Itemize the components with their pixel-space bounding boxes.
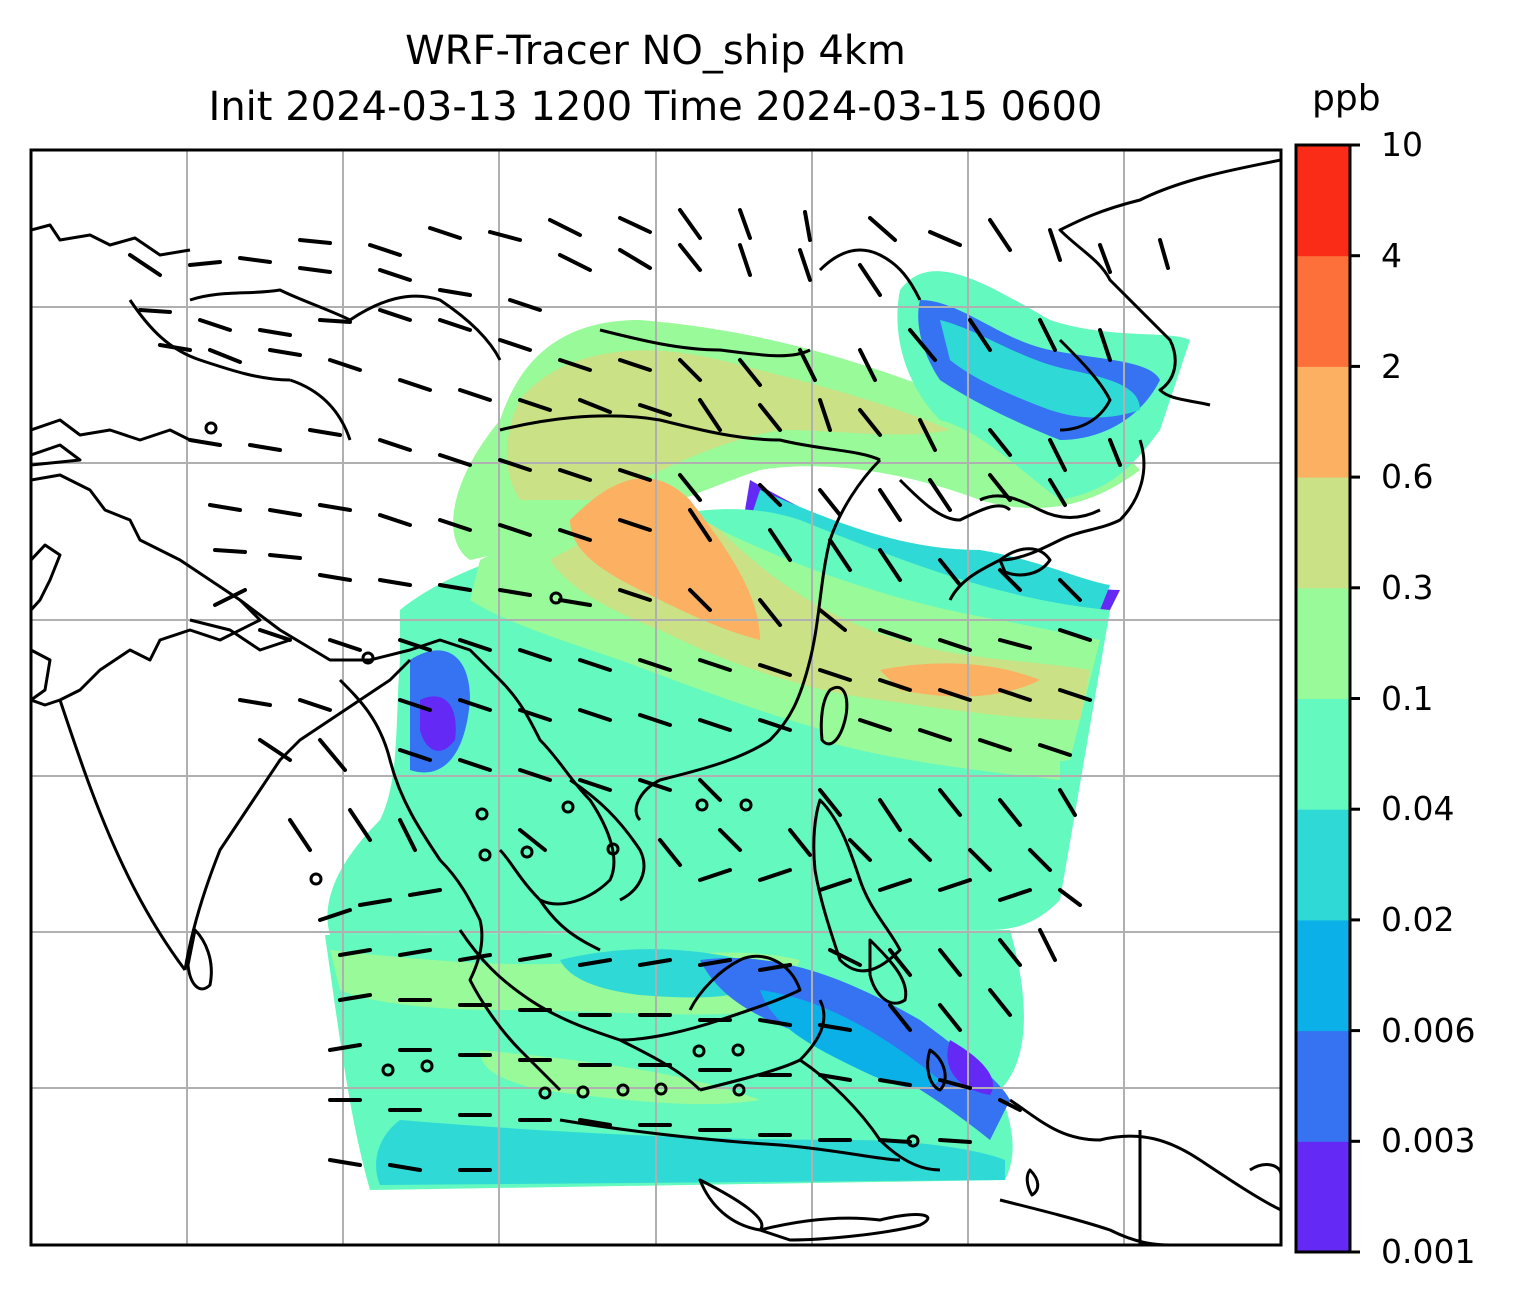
colorbar-bin (1296, 1030, 1350, 1142)
colorbar-tick-label: 0.001 (1381, 1232, 1476, 1271)
colorbar-tick-label: 0.04 (1381, 789, 1455, 828)
colorbar-bin (1296, 145, 1350, 257)
colorbar-tick-label: 10 (1381, 125, 1423, 164)
colorbar-bin (1296, 255, 1350, 367)
wind-barbs (128, 208, 1170, 1172)
colorbar-tick-label: 2 (1381, 347, 1402, 386)
colorbar-tick-label: 0.1 (1381, 679, 1434, 718)
colorbar-bin (1296, 698, 1350, 810)
colorbar-unit-label: ppb (1312, 78, 1381, 119)
colorbar-tick-label: 0.3 (1381, 568, 1434, 607)
colorbar-tick-label: 4 (1381, 236, 1402, 275)
chart-title-line2: Init 2024-03-13 1200 Time 2024-03-15 060… (208, 84, 1103, 130)
colorbar-bin (1296, 587, 1350, 699)
tracer-concentration-field (325, 271, 1190, 1190)
colorbar-bin (1296, 477, 1350, 589)
colorbar-bin (1296, 1141, 1350, 1253)
colorbar-tick-label: 0.6 (1381, 457, 1434, 496)
calm-wind-markers (204, 421, 920, 1148)
colorbar-bin (1296, 919, 1350, 1032)
map-frame (29, 148, 1283, 1247)
map-gridlines (31, 150, 1281, 1245)
colorbar-bin (1296, 809, 1350, 921)
colorbar-bin (1296, 366, 1350, 478)
colorbar-tick-label: 0.02 (1381, 900, 1455, 939)
colorbar (1294, 143, 1360, 1254)
coastlines (31, 158, 1281, 1245)
chart-title-line1: WRF-Tracer NO_ship 4km (405, 28, 906, 74)
colorbar-tick-label: 0.003 (1381, 1121, 1476, 1160)
colorbar-tick-label: 0.006 (1381, 1011, 1476, 1050)
